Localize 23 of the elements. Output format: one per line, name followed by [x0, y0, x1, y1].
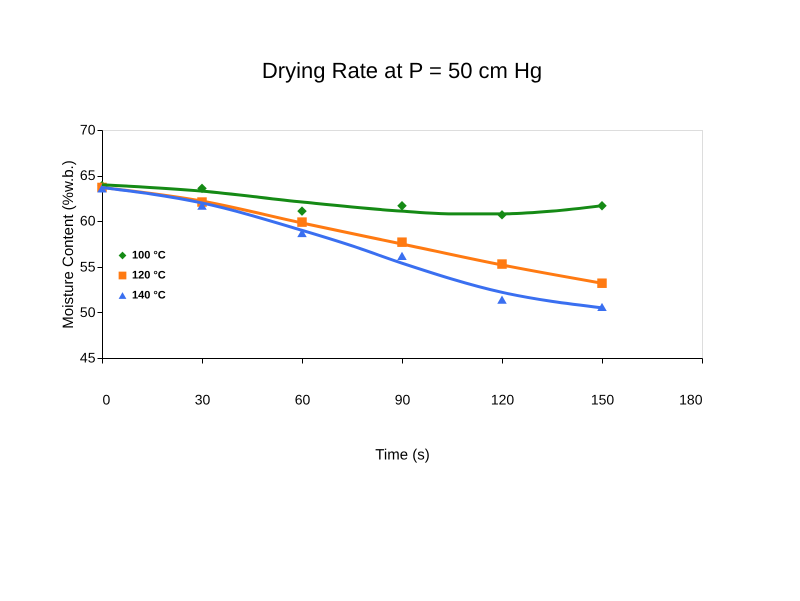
- y-tick-label: 65: [80, 167, 96, 184]
- y-tick-label: 70: [80, 122, 96, 138]
- x-axis-title: Time (s): [375, 446, 430, 464]
- x-tick-label: 60: [294, 392, 310, 408]
- legend-label: 120 °C: [132, 270, 166, 282]
- x-tick-label: 180: [679, 392, 703, 408]
- legend-label: 100 °C: [132, 250, 166, 262]
- x-tick-label: 150: [590, 392, 614, 408]
- y-tick-label: 60: [80, 212, 96, 229]
- y-tick-label: 45: [80, 350, 96, 366]
- point: [497, 296, 507, 304]
- chart-title: Drying Rate at P = 50 cm Hg: [262, 58, 542, 83]
- y-tick-label: 50: [80, 304, 96, 320]
- point: [397, 200, 407, 210]
- x-tick-label: 120: [490, 392, 514, 408]
- x-tick-label: 30: [194, 392, 210, 408]
- x-tick-label: 0: [102, 392, 110, 408]
- y-axis-title: Moisture Content (%w.b.): [60, 160, 77, 329]
- x-tick-label: 90: [394, 392, 410, 408]
- legend-label: 140 °C: [132, 290, 166, 302]
- point: [297, 206, 307, 216]
- y-tick-label: 55: [80, 258, 96, 274]
- point: [397, 252, 407, 260]
